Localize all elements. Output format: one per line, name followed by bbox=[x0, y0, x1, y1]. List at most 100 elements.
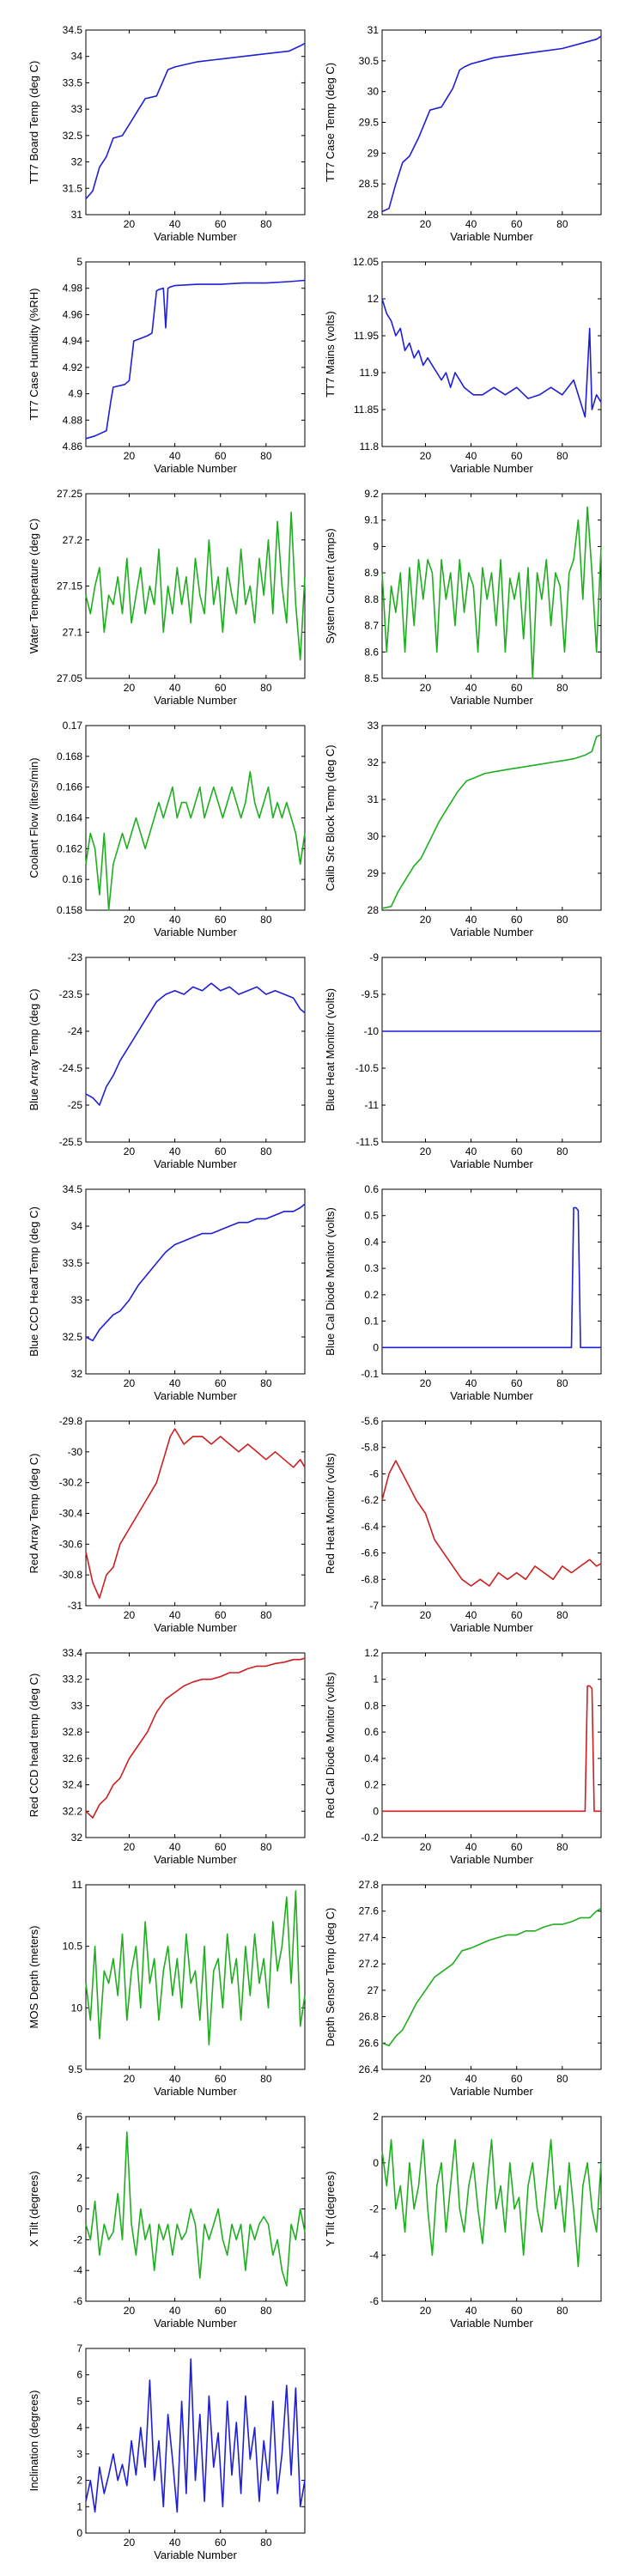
x-axis-label: Variable Number bbox=[450, 2085, 533, 2098]
x-axis-label: Variable Number bbox=[154, 926, 237, 939]
chart-panel: 20 40 60 80 11.8 11.85 11.9 11.95 12 12.05 Variabl… bbox=[324, 256, 602, 475]
x-tick-label: 40 bbox=[465, 1841, 477, 1853]
y-tick-label: -29.8 bbox=[59, 1415, 83, 1427]
y-tick-label: 27.15 bbox=[57, 580, 82, 592]
x-tick-label: 20 bbox=[124, 1609, 136, 1621]
y-tick-label: 0.16 bbox=[63, 873, 83, 885]
x-tick-label: 80 bbox=[260, 914, 272, 926]
plot-frame bbox=[85, 1188, 306, 1375]
y-tick-label: 8.6 bbox=[364, 646, 379, 658]
y-tick-label: 4.92 bbox=[63, 361, 83, 374]
y-tick-label: 0.2 bbox=[364, 1289, 379, 1301]
series-line bbox=[85, 1890, 306, 2046]
y-tick-label: 2 bbox=[76, 2172, 82, 2184]
y-tick-label: -25 bbox=[68, 1099, 83, 1111]
y-tick-label: 32.4 bbox=[63, 1779, 83, 1791]
y-tick-label: 28 bbox=[368, 209, 380, 221]
y-axis-label: TT7 Case Humidity (%RH) bbox=[27, 289, 40, 421]
chart-panel: 20 40 60 80 -31 -30.8 -30.6 -30.4 -30.2 -30 -29.8 V… bbox=[27, 1415, 306, 1634]
x-axis-label: Variable Number bbox=[154, 1621, 237, 1634]
y-tick-label: 32.8 bbox=[63, 1726, 83, 1738]
y-tick-label: -5.6 bbox=[361, 1415, 379, 1427]
series-line bbox=[382, 1685, 601, 1813]
y-tick-label: 1.2 bbox=[364, 1647, 379, 1659]
y-tick-label: 9.1 bbox=[364, 514, 379, 526]
y-tick-label: -7 bbox=[369, 1600, 379, 1612]
y-tick-label: 30 bbox=[368, 86, 380, 98]
y-tick-label: 27.05 bbox=[57, 672, 82, 684]
x-tick-label: 40 bbox=[465, 1145, 477, 1157]
y-tick-label: 4.86 bbox=[63, 440, 83, 453]
x-tick-label: 40 bbox=[169, 1145, 181, 1157]
x-tick-label: 60 bbox=[215, 682, 227, 694]
x-tick-label: 60 bbox=[511, 1609, 523, 1621]
y-tick-label: 8.8 bbox=[364, 593, 379, 605]
x-tick-label: 60 bbox=[511, 2305, 523, 2317]
series-line bbox=[85, 1657, 306, 1819]
x-tick-label: 40 bbox=[465, 1609, 477, 1621]
y-tick-label: -4 bbox=[369, 2249, 379, 2261]
y-axis-label: Blue Heat Monitor (volts) bbox=[324, 988, 337, 1111]
chart-panel: 20 40 60 80 27.05 27.1 27.15 27.2 27.25 Variable … bbox=[27, 488, 306, 707]
y-tick-label: 1 bbox=[373, 1674, 379, 1686]
y-tick-label: 8.7 bbox=[364, 620, 379, 632]
series-line bbox=[381, 298, 602, 418]
y-tick-label: 1 bbox=[76, 2500, 82, 2512]
x-tick-label: 20 bbox=[420, 2305, 432, 2317]
series-line bbox=[381, 734, 602, 909]
y-tick-label: 7 bbox=[76, 2342, 82, 2354]
plot-frame bbox=[381, 957, 602, 1143]
y-tick-label: -6 bbox=[73, 2295, 82, 2307]
series-line bbox=[85, 42, 306, 200]
y-axis-label: System Current (amps) bbox=[324, 528, 337, 643]
y-tick-label: -0.1 bbox=[361, 1368, 379, 1380]
y-tick-label: 27 bbox=[368, 1984, 380, 1996]
y-tick-label: 4.94 bbox=[63, 335, 83, 347]
y-tick-label: 27.2 bbox=[63, 534, 83, 546]
y-axis-label: Blue Cal Diode Monitor (volts) bbox=[324, 1207, 337, 1356]
chart-panel: 20 40 60 80 -7 -6.8 -6.6 -6.4 -6.2 -6 -5.8 -5.6 Vari… bbox=[324, 1415, 602, 1634]
x-tick-label: 60 bbox=[215, 1609, 227, 1621]
y-axis-label: Calib Src Block Temp (deg C) bbox=[324, 744, 337, 890]
y-tick-label: -10 bbox=[364, 1025, 380, 1037]
series-line bbox=[381, 1907, 602, 2047]
x-tick-label: 20 bbox=[420, 1609, 432, 1621]
series-line bbox=[85, 770, 306, 911]
x-tick-label: 60 bbox=[215, 2537, 227, 2549]
x-tick-label: 40 bbox=[169, 1377, 181, 1389]
y-tick-label: -30 bbox=[68, 1446, 83, 1458]
y-tick-label: 2 bbox=[373, 2111, 379, 2123]
y-tick-label: 26.4 bbox=[359, 2063, 380, 2075]
y-tick-label: -25.5 bbox=[59, 1136, 83, 1148]
y-tick-label: 0 bbox=[373, 1341, 379, 1353]
y-tick-label: 0.3 bbox=[364, 1262, 379, 1274]
x-axis-label: Variable Number bbox=[450, 462, 533, 475]
y-tick-label: 33 bbox=[71, 1699, 83, 1711]
chart-panel: 20 40 60 80 -0.2 0 0.2 0.4 0.6 0.8 1 1.2 Variable Nu… bbox=[324, 1647, 602, 1866]
x-tick-label: 80 bbox=[556, 682, 568, 694]
y-tick-label: -23.5 bbox=[59, 988, 83, 1000]
x-axis-label: Variable Number bbox=[154, 1157, 237, 1170]
y-tick-label: -0.2 bbox=[361, 1832, 379, 1844]
series-line bbox=[85, 1428, 306, 1599]
x-tick-label: 40 bbox=[465, 914, 477, 926]
x-tick-label: 20 bbox=[420, 914, 432, 926]
y-tick-label: 33.5 bbox=[63, 1257, 83, 1269]
x-tick-label: 60 bbox=[511, 1841, 523, 1853]
y-tick-label: 29 bbox=[368, 147, 380, 159]
y-tick-label: 29 bbox=[368, 867, 380, 879]
x-tick-label: 60 bbox=[511, 1377, 523, 1389]
x-tick-label: 20 bbox=[420, 218, 432, 230]
y-tick-label: 33.4 bbox=[63, 1647, 83, 1659]
x-tick-label: 80 bbox=[556, 218, 568, 230]
x-tick-label: 40 bbox=[169, 1841, 181, 1853]
x-tick-label: 60 bbox=[215, 218, 227, 230]
chart-panel: 20 40 60 80 8.5 8.6 8.7 8.8 8.9 9 9.1 9.2 Variable N… bbox=[324, 488, 602, 707]
y-tick-label: 3 bbox=[76, 2448, 82, 2460]
y-tick-label: 12 bbox=[368, 293, 380, 305]
y-axis-label: TT7 Mains (volts) bbox=[324, 311, 337, 397]
y-tick-label: 10.5 bbox=[63, 1941, 83, 1953]
y-tick-label: 27.4 bbox=[359, 1931, 380, 1943]
series-line bbox=[382, 1206, 601, 1349]
y-tick-label: 0 bbox=[76, 2527, 82, 2539]
